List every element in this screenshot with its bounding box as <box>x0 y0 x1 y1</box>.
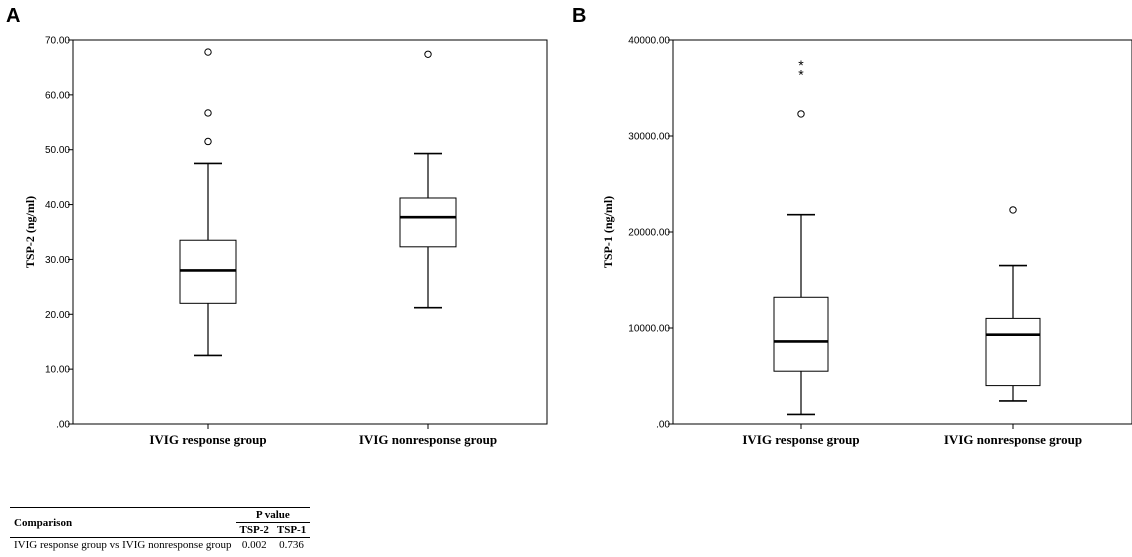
plot-frame-a <box>72 39 548 425</box>
y-tick-label-b: 10000.00 <box>628 324 670 335</box>
y-tick-label-b: .00 <box>656 420 670 431</box>
panel-b: B .00 10000.00 20000.00 30000.00 40000.00 TSP-… <box>572 5 1132 447</box>
y-tick-label-a: 30.00 <box>45 255 70 266</box>
panel-label-b: B <box>572 5 586 27</box>
outlier-point <box>204 137 212 146</box>
tsp2-column-header: TSP-2 <box>239 524 269 536</box>
y-tick-label-a: .00 <box>56 420 70 431</box>
y-axis-title-a: TSP-2 (ng/ml) <box>23 196 37 268</box>
iqr-box <box>985 317 1041 387</box>
box-a-1 <box>179 48 237 357</box>
outlier-point <box>797 110 805 118</box>
iqr-box <box>773 296 829 372</box>
category-label-b: IVIG response group <box>742 432 859 447</box>
category-label-a: IVIG response group <box>149 432 266 447</box>
box-b-1: ** <box>773 57 829 416</box>
y-tick-label-b: 40000.00 <box>628 36 670 47</box>
y-tick-label-b: 30000.00 <box>628 132 670 143</box>
outlier-point <box>1009 206 1017 214</box>
p-value-header: P value <box>235 507 311 523</box>
p-value-table: Comparison P value TSP-2 TSP-1 IVIG resp… <box>10 507 311 552</box>
iqr-box <box>399 197 457 248</box>
panel-label-a: A <box>6 5 20 27</box>
plot-frame-b <box>672 39 1132 425</box>
y-tick-label-a: 20.00 <box>45 310 70 321</box>
tsp2-p-value: 0.002 <box>235 537 273 552</box>
category-label-a: IVIG nonresponse group <box>359 432 497 447</box>
comparison-header: Comparison <box>10 507 236 538</box>
y-axis-title-b: TSP-1 (ng/ml) <box>601 196 615 268</box>
outlier-point <box>204 109 212 117</box>
figure-canvas: A .00 10.00 20.00 30.00 40.00 50.00 60.00 70.00 T… <box>6 5 1132 447</box>
box-b-2 <box>985 206 1041 402</box>
y-tick-label-a: 50.00 <box>45 145 70 156</box>
outlier-point <box>204 48 212 56</box>
tsp1-column-header: TSP-1 <box>276 524 307 536</box>
category-label-b: IVIG nonresponse group <box>944 432 1082 447</box>
extreme-point: * <box>798 57 804 73</box>
y-tick-label-a: 70.00 <box>45 36 70 47</box>
y-tick-label-a: 40.00 <box>45 200 70 211</box>
box-a-2 <box>399 50 457 309</box>
iqr-box <box>179 239 237 304</box>
tsp1-p-value: 0.736 <box>272 537 311 552</box>
comparison-row-label: IVIG response group vs IVIG nonresponse … <box>10 537 236 552</box>
y-tick-label-b: 20000.00 <box>628 228 670 239</box>
extreme-point: * <box>798 67 804 83</box>
outlier-point <box>424 50 432 58</box>
y-tick-label-a: 60.00 <box>45 90 70 101</box>
y-tick-label-a: 10.00 <box>45 365 70 376</box>
panel-a: A .00 10.00 20.00 30.00 40.00 50.00 60.00 70.00 T… <box>6 5 548 447</box>
